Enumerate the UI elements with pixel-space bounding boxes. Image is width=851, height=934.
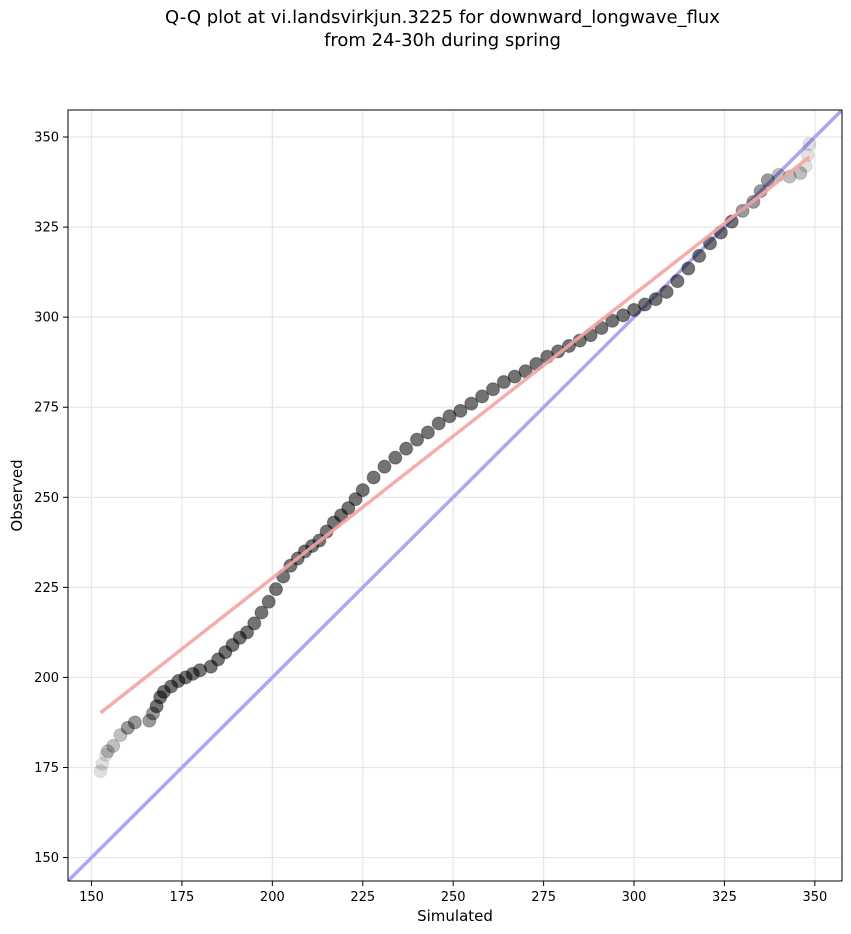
quantile-point (793, 166, 808, 181)
quantile-point (341, 501, 356, 516)
chart-title-line-1: Q-Q plot at vi.landsvirkjun.3225 for dow… (165, 7, 720, 28)
quantile-point (377, 459, 392, 474)
quantile-point (453, 403, 468, 418)
quantile-point (670, 274, 685, 289)
quantile-point (485, 382, 500, 397)
x-tick-label: 225 (350, 890, 375, 905)
chart-title: Q-Q plot at vi.landsvirkjun.3225 for dow… (0, 6, 851, 52)
quantile-point (120, 720, 135, 735)
quantile-point (261, 594, 276, 609)
quantile-point (388, 450, 403, 465)
quantile-point (113, 728, 128, 743)
quantile-point (507, 369, 522, 384)
quantile-point (659, 284, 674, 299)
x-tick-label: 350 (802, 890, 827, 905)
quantile-point (464, 396, 479, 411)
y-tick-label: 175 (34, 761, 59, 776)
quantile-point (142, 713, 157, 728)
quantile-point (98, 747, 113, 762)
quantile-point (127, 715, 142, 730)
quantile-point (692, 248, 707, 263)
y-tick-label: 325 (34, 221, 59, 236)
y-tick-label: 300 (34, 311, 59, 326)
quantile-point (106, 738, 121, 753)
x-tick-label: 250 (441, 890, 466, 905)
quantile-point (648, 292, 663, 307)
quantile-point (410, 432, 425, 447)
quantile-point (268, 582, 283, 597)
quantile-point (605, 313, 620, 328)
regression-line (99, 155, 811, 715)
quantile-point (100, 744, 115, 759)
quantile-point (399, 441, 414, 456)
x-tick-label: 175 (170, 890, 195, 905)
y-tick-label: 275 (34, 401, 59, 416)
x-tick-label: 325 (712, 890, 737, 905)
quantile-point (348, 492, 363, 507)
quantile-point (431, 416, 446, 431)
chart-title-line-2: from 24-30h during spring (324, 30, 561, 51)
x-tick-label: 275 (531, 890, 556, 905)
quantile-point (475, 389, 490, 404)
y-tick-label: 250 (34, 491, 59, 506)
quantile-point (627, 302, 642, 317)
quantile-point (95, 756, 110, 771)
quantile-point (496, 375, 511, 390)
quantile-point (254, 605, 269, 620)
x-tick-label: 150 (79, 890, 104, 905)
quantile-point (442, 409, 457, 424)
quantile-point (93, 764, 108, 779)
quantile-point (637, 297, 652, 312)
grid-lines (68, 110, 842, 881)
quantile-point (366, 470, 381, 485)
quantile-point (681, 261, 696, 276)
quantile-point (355, 483, 370, 498)
quantile-points (93, 137, 817, 779)
quantile-point (240, 625, 255, 640)
axis-ticks: 150 175 200 225 250 275 300 325 350 150 175 200 225 2… (34, 131, 827, 905)
x-tick-label: 200 (260, 890, 285, 905)
quantile-point (800, 148, 815, 163)
quantile-point (420, 425, 435, 440)
quantile-point (802, 137, 817, 152)
reference-lines (68, 110, 842, 881)
y-tick-label: 350 (34, 131, 59, 146)
y-tick-label: 200 (34, 671, 59, 686)
quantile-point (247, 616, 262, 631)
quantile-point (760, 173, 775, 188)
x-tick-label: 300 (622, 890, 647, 905)
identity-line (68, 110, 842, 881)
plot-area-frame (67, 109, 843, 882)
y-tick-label: 150 (34, 851, 59, 866)
quantile-point (616, 308, 631, 323)
y-axis-label: Observed (8, 459, 26, 531)
x-axis-label: Simulated (417, 907, 493, 925)
y-tick-label: 225 (34, 581, 59, 596)
